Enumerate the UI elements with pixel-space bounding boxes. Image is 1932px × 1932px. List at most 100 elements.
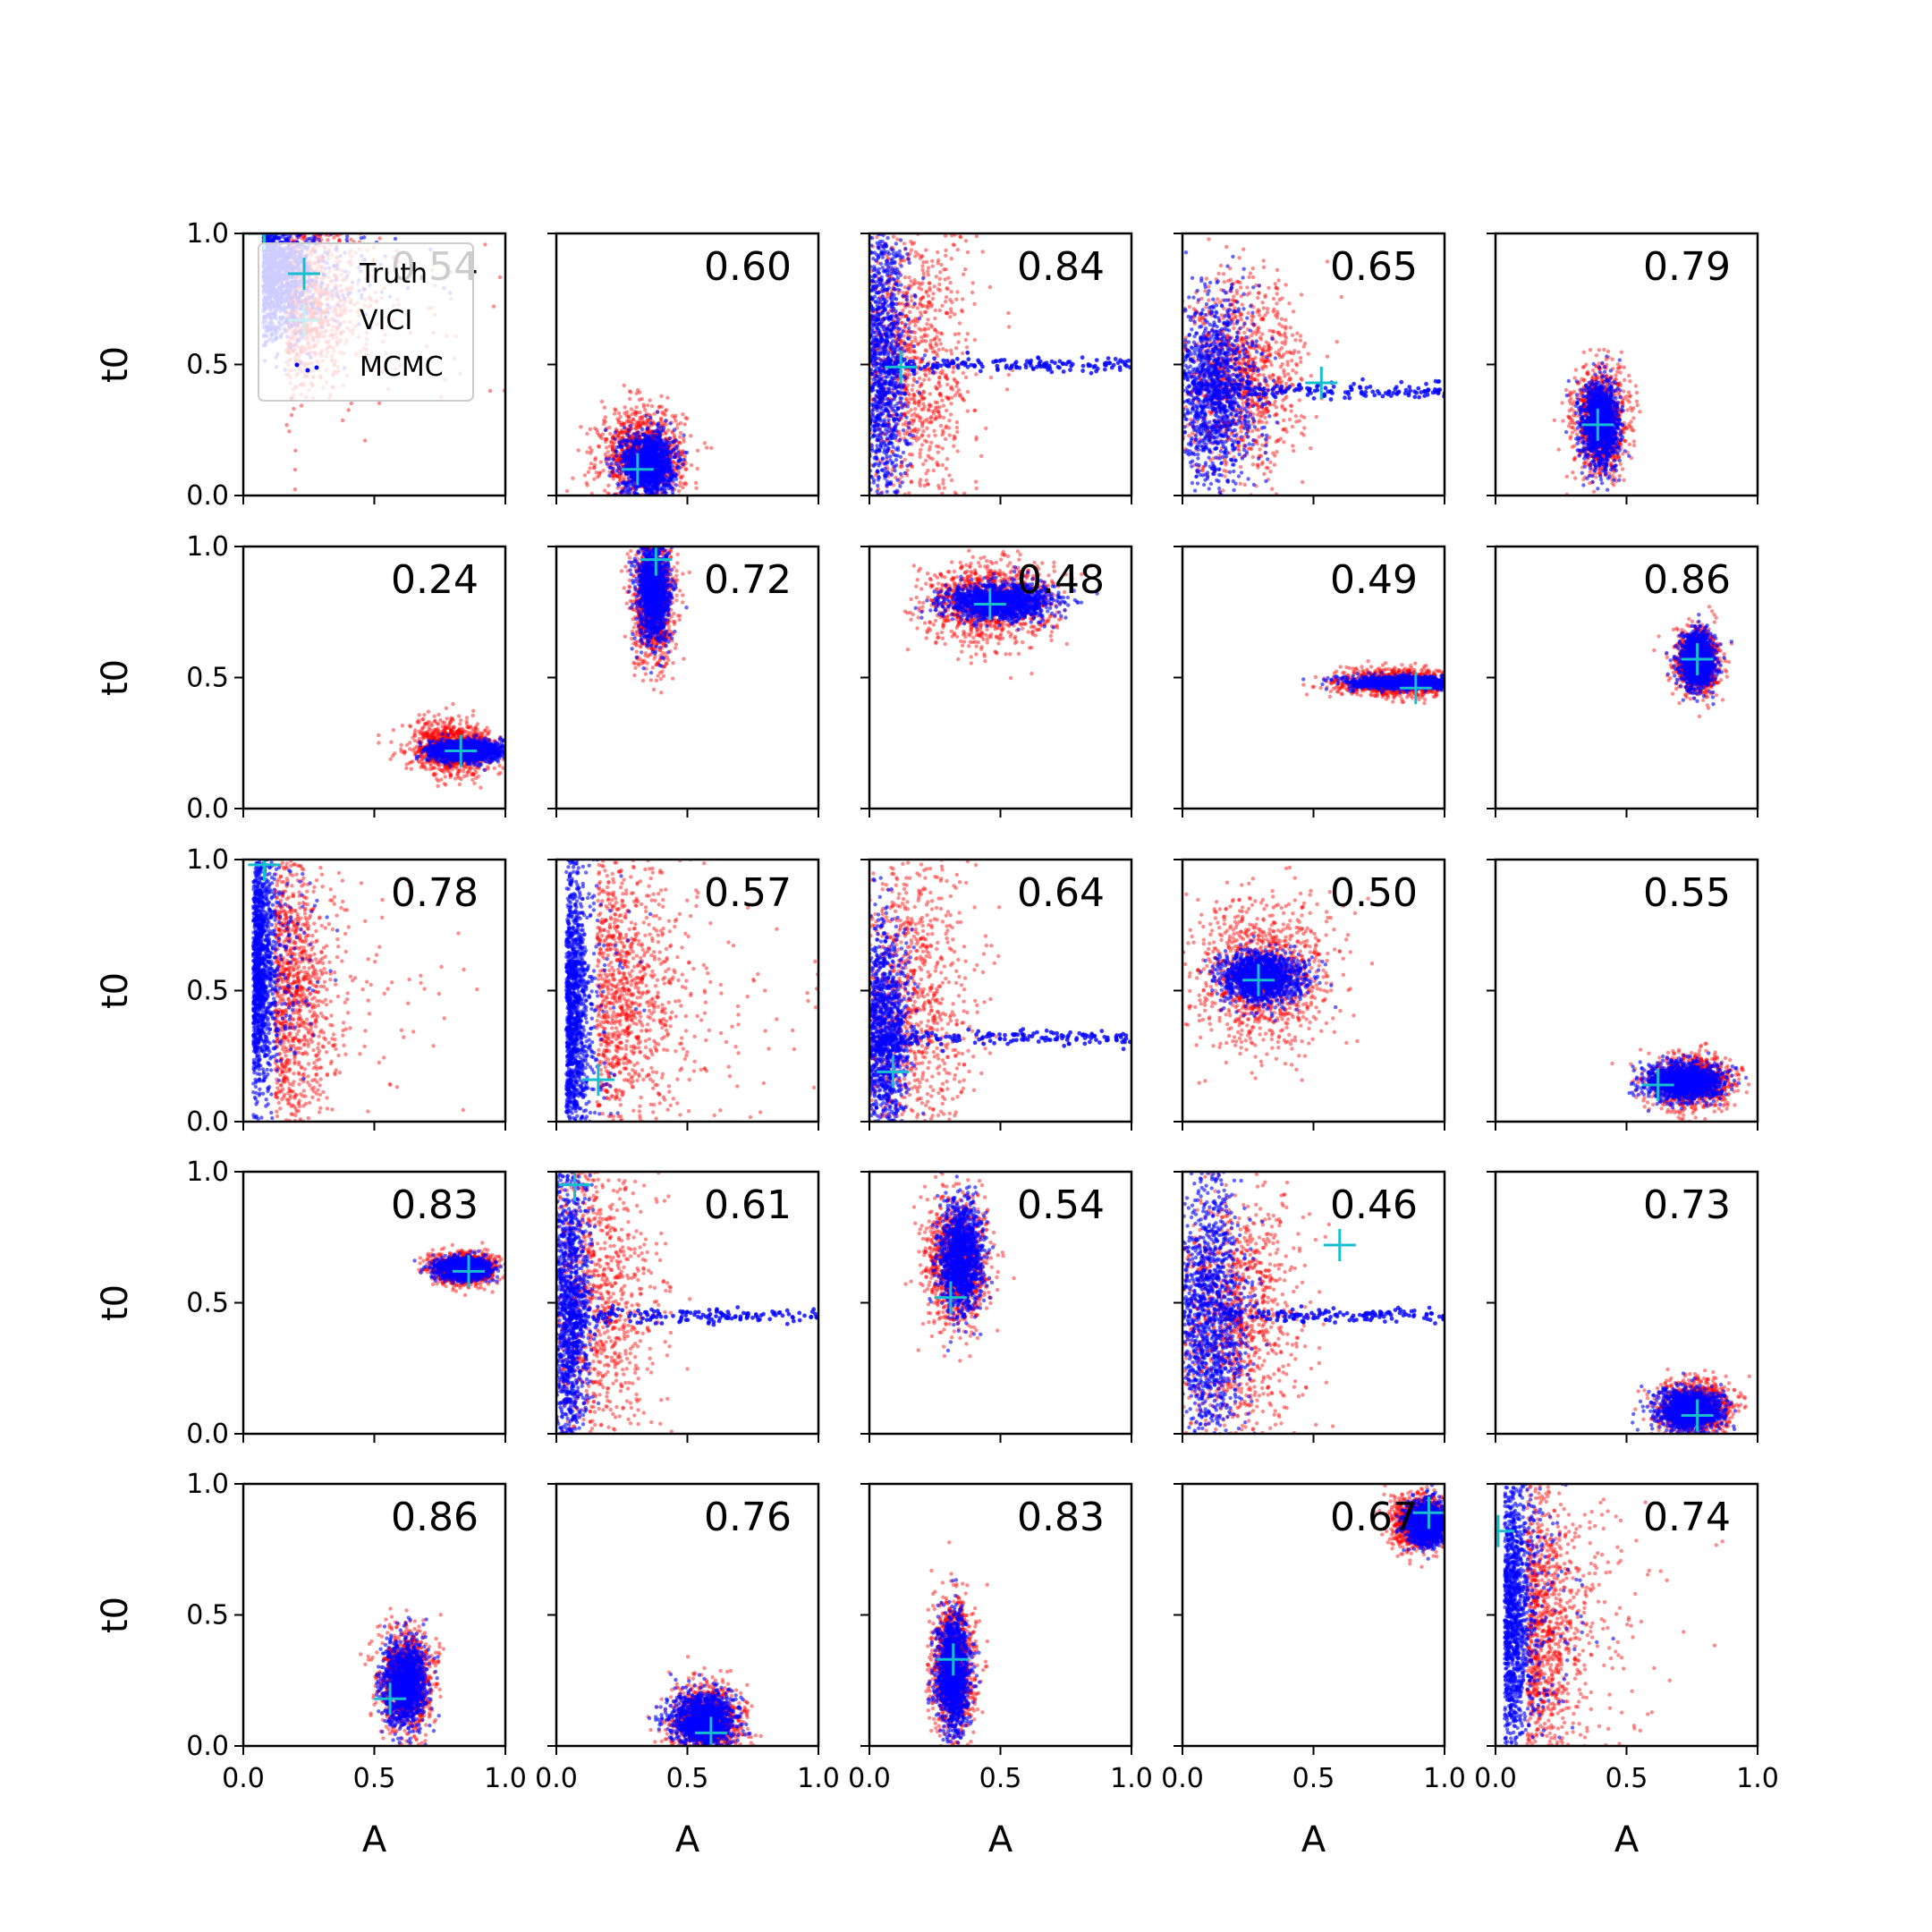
vici-sample-point	[642, 402, 646, 406]
mcmc-sample-point	[620, 439, 623, 443]
mcmc-sample-point	[674, 483, 678, 487]
vici-sample-point	[612, 477, 615, 480]
vici-sample-point	[332, 235, 335, 239]
vici-sample-point	[593, 463, 597, 467]
mcmc-sample-point	[659, 476, 663, 479]
vici-sample-point	[337, 239, 341, 242]
mcmc-sample-point	[671, 464, 674, 468]
mcmc-sample-point	[651, 430, 655, 434]
vici-sample-point	[300, 403, 303, 407]
vici-sample-point	[634, 405, 638, 409]
vici-sample-point	[664, 409, 667, 412]
vici-sample-point	[617, 411, 621, 415]
mcmc-sample-point	[394, 237, 397, 241]
vici-sample-point	[674, 414, 677, 418]
mcmc-sample-point	[671, 440, 674, 444]
vici-sample-point	[895, 237, 899, 241]
vici-sample-point	[678, 441, 682, 445]
mcmc-sample-point	[658, 479, 662, 483]
vici-sample-point	[605, 437, 608, 441]
mcmc-sample-point	[648, 445, 652, 448]
mcmc-sample-point	[610, 470, 614, 474]
vici-sample-point	[301, 236, 304, 240]
vici-sample-point	[377, 236, 381, 240]
mcmc-sample-point	[685, 451, 689, 454]
vici-sample-point	[606, 450, 610, 453]
mcmc-sample-point	[658, 454, 662, 458]
vici-sample-point	[293, 487, 297, 491]
vici-sample-point	[949, 349, 953, 352]
vici-sample-point	[681, 412, 684, 416]
mcmc-sample-point	[308, 237, 311, 241]
mcmc-sample-point	[627, 434, 631, 437]
mcmc-sample-point	[664, 419, 667, 422]
vici-sample-point	[679, 431, 682, 435]
vici-sample-point	[683, 422, 687, 426]
mcmc-sample-point	[642, 433, 646, 436]
mcmc-sample-point	[632, 477, 636, 480]
mcmc-sample-point	[652, 487, 656, 491]
mcmc-sample-point	[656, 427, 659, 430]
vici-sample-point	[377, 402, 381, 405]
vici-sample-point	[583, 473, 587, 477]
vici-sample-point	[678, 435, 682, 438]
mcmc-sample-point	[659, 487, 663, 490]
mcmc-sample-point	[649, 421, 653, 425]
vici-sample-point	[589, 449, 593, 453]
vici-sample-point	[979, 454, 983, 458]
vici-sample-point	[657, 405, 661, 409]
vici-sample-point	[613, 411, 616, 415]
vici-sample-point	[966, 332, 970, 335]
vici-sample-point	[571, 477, 574, 480]
mcmc-sample-point	[616, 463, 620, 467]
mcmc-sample-point	[676, 459, 680, 462]
mcmc-sample-point	[681, 462, 684, 466]
vici-sample-point	[679, 421, 682, 425]
mcmc-sample-point	[625, 444, 629, 447]
vici-sample-point	[930, 259, 934, 263]
vici-sample-point	[705, 445, 708, 449]
mcmc-sample-point	[619, 490, 623, 494]
vici-sample-point	[598, 470, 602, 474]
mcmc-sample-point	[642, 445, 646, 449]
vici-sample-point	[293, 468, 297, 471]
vici-sample-point	[589, 462, 593, 465]
mcmc-sample-point	[659, 471, 663, 475]
mcmc-sample-point	[640, 428, 644, 431]
vici-sample-point	[622, 476, 625, 479]
vici-sample-point	[626, 415, 630, 419]
vici-sample-point	[606, 484, 610, 487]
vici-sample-point	[579, 425, 582, 428]
vici-sample-point	[632, 410, 636, 413]
mcmc-sample-point	[671, 475, 674, 479]
mcmc-sample-point	[629, 471, 632, 475]
mcmc-sample-point	[622, 456, 625, 460]
mcmc-sample-point	[614, 449, 617, 453]
mcmc-sample-point	[619, 444, 623, 447]
vici-sample-point	[347, 408, 351, 411]
vici-sample-point	[293, 449, 297, 453]
mcmc-sample-point	[607, 457, 611, 461]
mcmc-sample-point	[671, 490, 674, 494]
vici-sample-point	[673, 434, 676, 437]
mcmc-sample-point	[624, 482, 628, 486]
mcmc-sample-point	[618, 471, 622, 475]
mcmc-sample-point	[682, 458, 685, 462]
vici-sample-point	[689, 434, 692, 437]
vici-sample-point	[703, 441, 707, 445]
vici-sample-point	[659, 418, 663, 421]
mcmc-sample-point	[674, 455, 677, 459]
vici-sample-point	[696, 449, 699, 453]
mcmc-sample-point	[678, 466, 682, 470]
vici-sample-point	[585, 450, 589, 453]
vici-sample-point	[292, 407, 295, 411]
vici-sample-point	[623, 405, 626, 409]
vici-sample-point	[950, 257, 953, 260]
mcmc-sample-point	[663, 484, 666, 487]
mcmc-sample-point	[657, 444, 661, 447]
mcmc-sample-point	[656, 411, 659, 414]
mcmc-sample-point	[607, 474, 611, 478]
vici-sample-point	[664, 413, 667, 417]
mcmc-sample-point	[642, 484, 646, 487]
